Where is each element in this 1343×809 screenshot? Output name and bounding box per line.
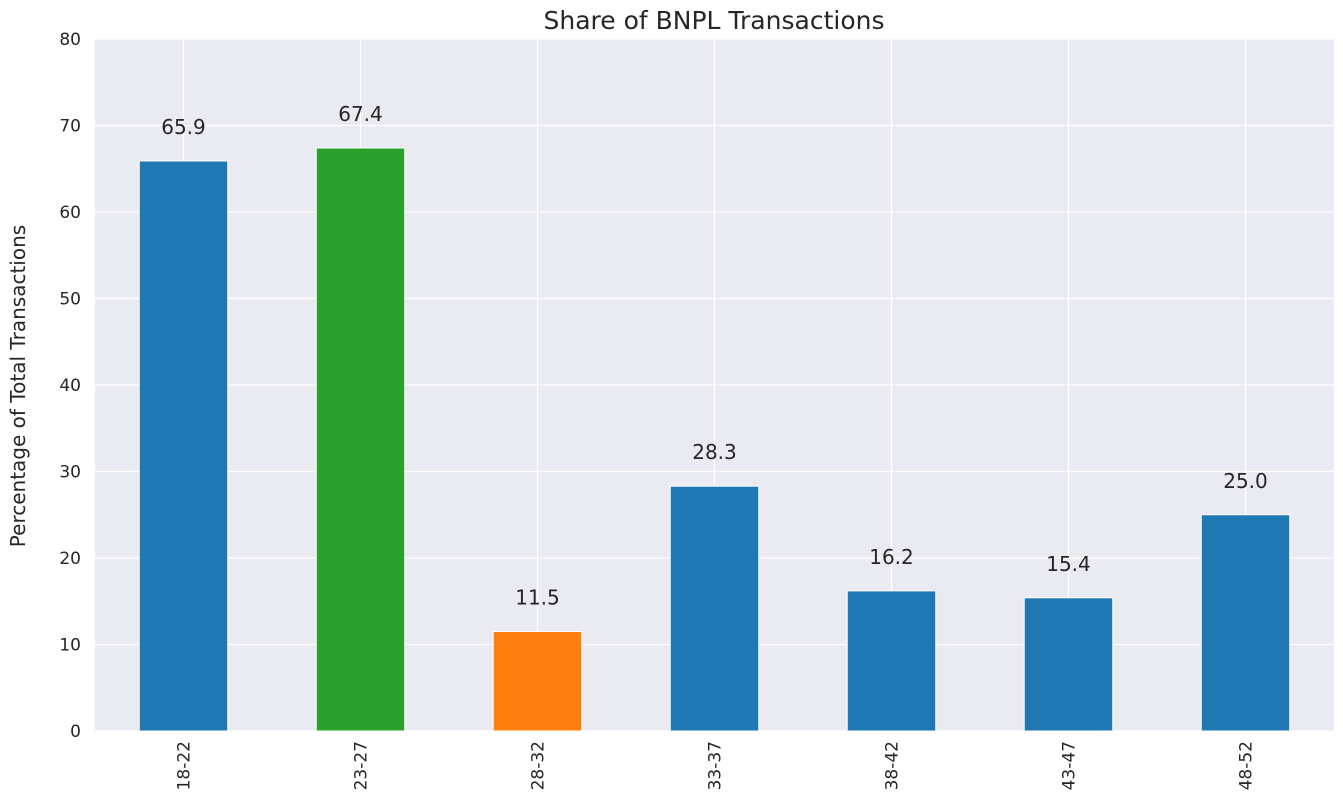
y-tick-label: 60 <box>59 203 81 223</box>
data-label-38-42: 16.2 <box>869 545 914 569</box>
bar-28-32 <box>492 631 583 732</box>
x-tick-label-23-27: 23-27 <box>352 741 372 790</box>
bar-48-52 <box>1200 514 1291 732</box>
data-label-18-22: 65.9 <box>161 115 206 139</box>
data-labels: 65.9 67.4 11.5 28.3 16.2 15.4 25.0 <box>161 102 1268 610</box>
y-tick-label: 30 <box>59 463 81 483</box>
y-tick-label: 80 <box>59 30 81 50</box>
x-tick-label-18-22: 18-22 <box>175 741 195 790</box>
bar-23-27 <box>315 147 406 732</box>
y-tick-label: 10 <box>59 636 81 656</box>
data-label-23-27: 67.4 <box>338 102 383 126</box>
bar-38-42 <box>846 590 937 732</box>
data-label-33-37: 28.3 <box>692 440 737 464</box>
y-tick-label: 0 <box>70 722 81 742</box>
y-tick-label: 20 <box>59 549 81 569</box>
data-label-48-52: 25.0 <box>1223 469 1268 493</box>
data-label-43-47: 15.4 <box>1046 552 1091 576</box>
y-tick-label: 40 <box>59 376 81 396</box>
y-tick-label: 50 <box>59 290 81 310</box>
bars <box>138 147 1291 732</box>
data-label-28-32: 11.5 <box>515 586 560 610</box>
bar-43-47 <box>1023 597 1114 732</box>
x-tick-label-43-47: 43-47 <box>1060 741 1080 790</box>
x-tick-label-33-37: 33-37 <box>706 741 726 790</box>
bar-33-37 <box>669 485 760 732</box>
y-tick-label: 70 <box>59 117 81 137</box>
y-axis-label: Percentage of Total Transactions <box>6 225 30 547</box>
bar-18-22 <box>138 160 229 732</box>
x-tick-label-48-52: 48-52 <box>1237 741 1257 790</box>
x-axis-ticks: 18-22 23-27 28-32 33-37 38-42 43-47 48-52 <box>175 741 1257 790</box>
chart-title: Share of BNPL Transactions <box>544 6 885 35</box>
x-tick-label-38-42: 38-42 <box>883 741 903 790</box>
y-axis-ticks: 0 10 20 30 40 50 60 70 80 <box>59 30 81 742</box>
x-tick-label-28-32: 28-32 <box>529 741 549 790</box>
